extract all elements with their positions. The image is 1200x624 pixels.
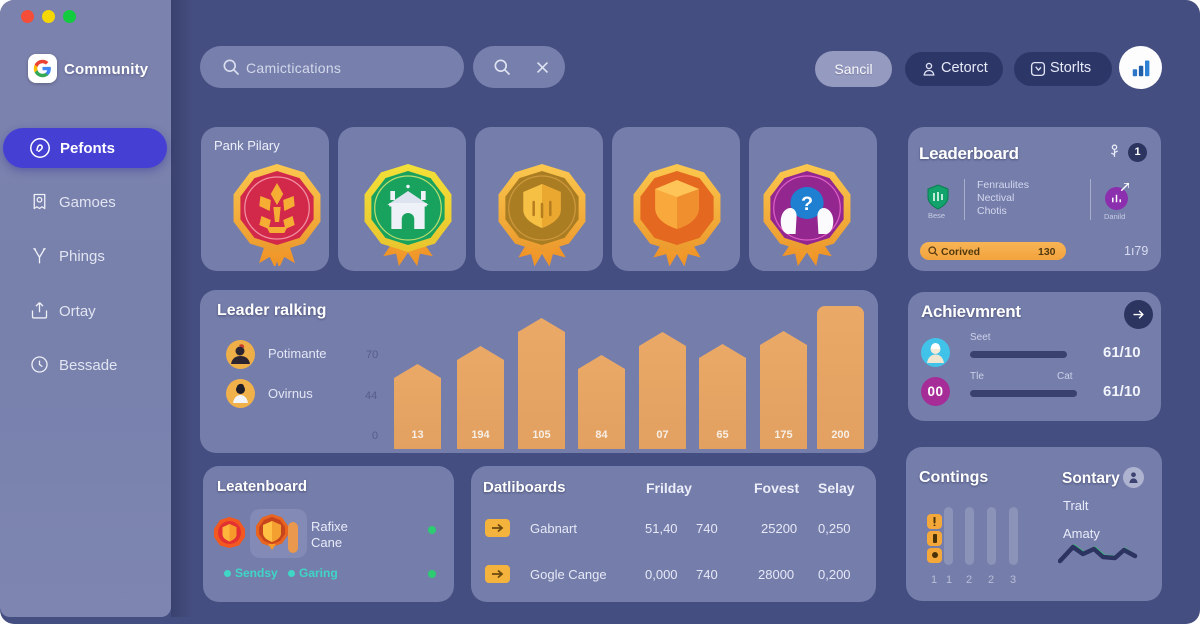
svg-text:?: ? — [801, 193, 813, 215]
